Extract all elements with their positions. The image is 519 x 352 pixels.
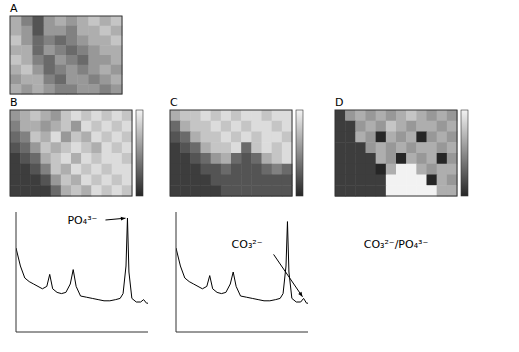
svg-text:CO₃²⁻: CO₃²⁻ (232, 238, 263, 251)
svg-text:A: A (10, 2, 18, 15)
svg-text:PO₄³⁻: PO₄³⁻ (67, 214, 97, 227)
svg-text:B: B (10, 96, 18, 109)
svg-text:CO₃²⁻/PO₄³⁻: CO₃²⁻/PO₄³⁻ (364, 238, 429, 251)
svg-text:D: D (335, 96, 343, 109)
svg-text:C: C (170, 96, 178, 109)
